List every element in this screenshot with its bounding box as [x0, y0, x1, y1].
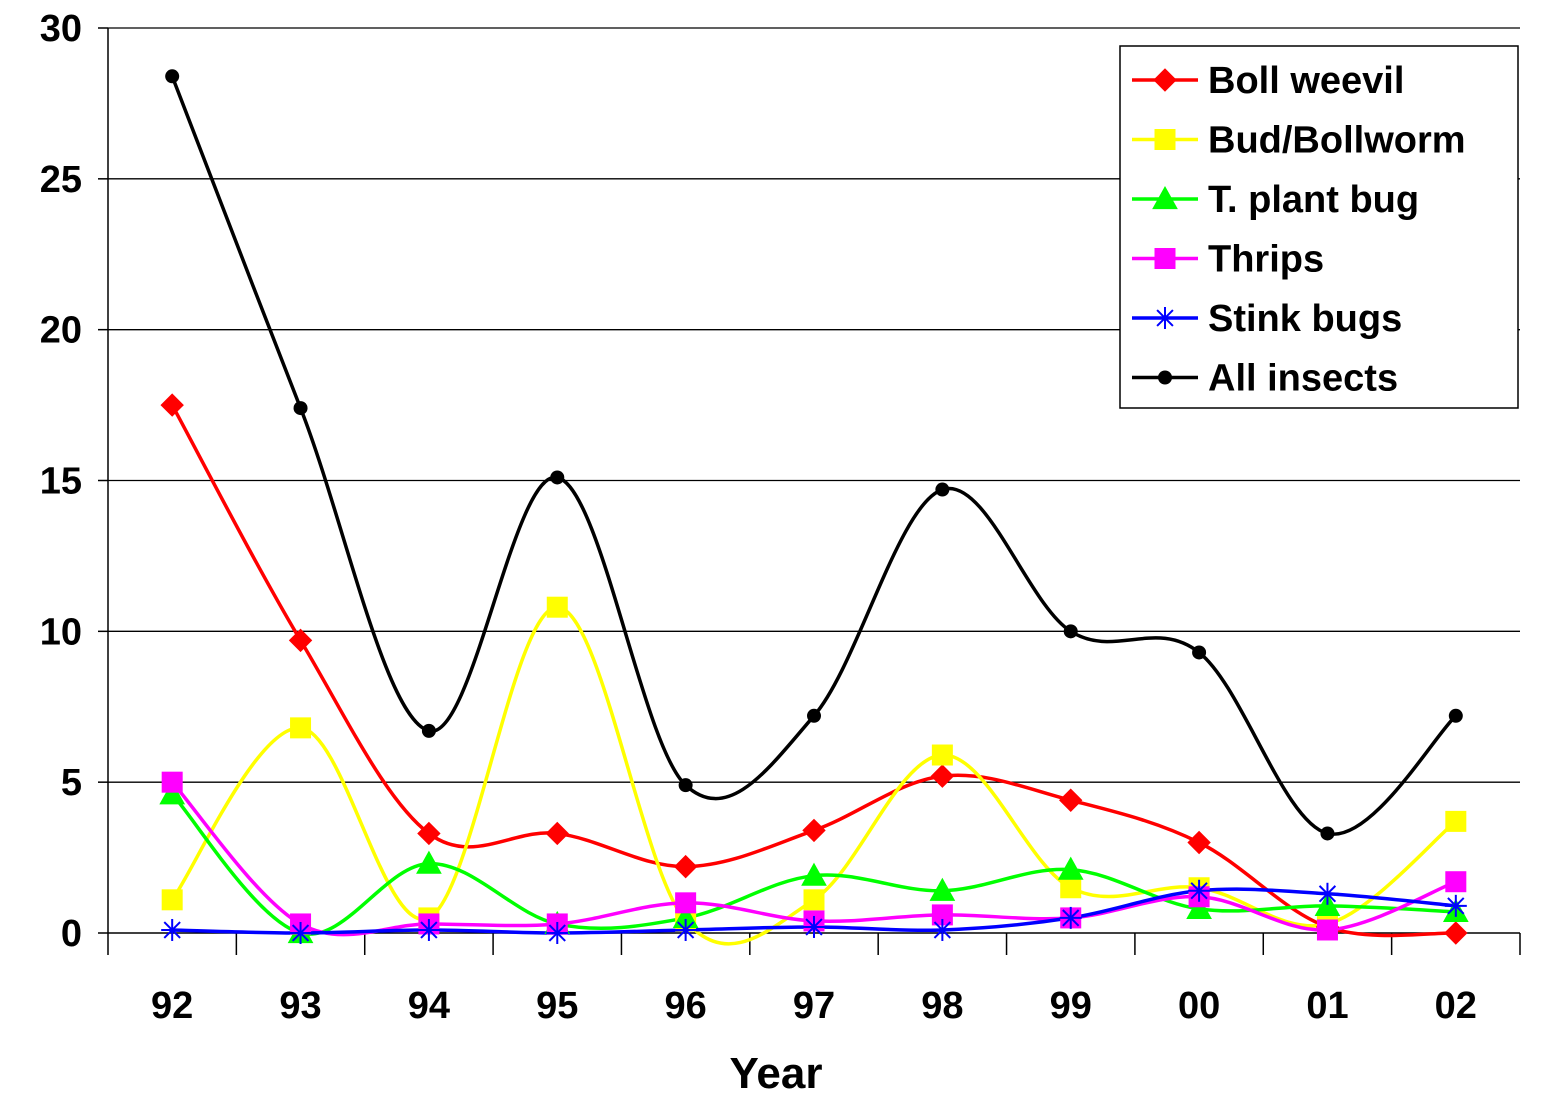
- point-boll-weevil: [160, 393, 184, 417]
- series-markers: [159, 69, 1469, 945]
- y-tick-label: 30: [40, 8, 82, 50]
- point-all-insects: [678, 778, 693, 793]
- point-all-insects: [421, 723, 436, 738]
- point-boll-weevil: [288, 628, 313, 653]
- point-stink-bugs: [803, 915, 825, 938]
- point-t-plant-bug: [929, 877, 956, 901]
- legend-marker-t-plant-bug: [1152, 185, 1178, 210]
- legend-label-all-insects: All insects: [1208, 358, 1398, 400]
- y-tick-label: 10: [40, 611, 82, 653]
- point-boll-weevil: [1059, 788, 1083, 812]
- x-tick-label: 98: [921, 985, 963, 1027]
- point-t-plant-bug: [1057, 856, 1084, 880]
- point-all-insects: [1192, 645, 1207, 660]
- point-stink-bugs: [674, 918, 697, 941]
- point-thrips: [675, 892, 697, 914]
- point-bud-bollworm: [546, 596, 568, 618]
- point-all-insects: [1320, 826, 1335, 841]
- axes: 0 5 10 15 20 25 30 92 93 94 95 96 97 98 99 00 01 02: [40, 8, 1521, 1027]
- legend: Boll weevil Bud/Bollworm T. plant bug Thrip…: [1119, 45, 1519, 409]
- point-all-insects: [550, 470, 565, 485]
- point-all-insects: [935, 482, 950, 497]
- point-bud-bollworm: [1445, 810, 1467, 832]
- legend-label-stink-bugs: Stink bugs: [1208, 298, 1402, 340]
- point-boll-weevil: [1187, 830, 1211, 855]
- point-boll-weevil: [545, 821, 569, 846]
- point-all-insects: [1448, 708, 1463, 723]
- point-t-plant-bug: [416, 850, 442, 874]
- point-t-plant-bug: [801, 862, 827, 886]
- legend-label-boll-weevil: Boll weevil: [1208, 60, 1404, 102]
- x-tick-label: 02: [1435, 985, 1477, 1027]
- point-stink-bugs: [289, 922, 312, 944]
- legend-marker-bud-bollworm: [1154, 129, 1176, 150]
- point-boll-weevil: [802, 818, 826, 843]
- series-line-t-plant-bug: [170, 793, 1456, 936]
- point-bud-bollworm: [161, 889, 183, 911]
- point-t-plant-bug: [159, 781, 186, 805]
- point-thrips: [1316, 919, 1338, 941]
- x-tick-label: 97: [793, 985, 835, 1027]
- point-t-plant-bug: [1186, 895, 1212, 919]
- y-tick-label: 5: [61, 762, 82, 804]
- y-tick-label: 0: [61, 913, 82, 955]
- legend-marker-stink-bugs: [1154, 307, 1176, 329]
- legend-label-t-plant-bug: T. plant bug: [1208, 179, 1419, 221]
- point-all-insects: [165, 69, 180, 84]
- series-line-boll-weevil: [170, 404, 1456, 938]
- y-tick-label: 20: [40, 310, 82, 352]
- legend-marker-all-insects: [1158, 370, 1172, 385]
- x-tick-label: 99: [1050, 985, 1092, 1027]
- point-bud-bollworm: [290, 717, 312, 739]
- legend-label-thrips: Thrips: [1208, 239, 1324, 281]
- point-stink-bugs: [161, 918, 184, 941]
- gridlines: [108, 27, 1520, 783]
- point-bud-bollworm: [931, 744, 953, 766]
- point-all-insects: [293, 401, 308, 416]
- x-tick-label: 01: [1306, 985, 1348, 1027]
- x-tick-label: 95: [536, 985, 578, 1027]
- point-boll-weevil: [930, 764, 955, 788]
- x-tick-label: 93: [279, 985, 321, 1027]
- point-stink-bugs: [1316, 882, 1339, 905]
- point-bud-bollworm: [803, 889, 825, 911]
- point-bud-bollworm: [1060, 877, 1082, 899]
- point-all-insects: [1063, 624, 1078, 639]
- point-stink-bugs: [1188, 879, 1211, 902]
- point-stink-bugs: [1444, 894, 1467, 917]
- point-thrips: [161, 771, 183, 793]
- x-axis-title: Year: [730, 1049, 823, 1095]
- y-tick-label: 25: [40, 159, 82, 201]
- legend-marker-boll-weevil: [1153, 68, 1177, 92]
- x-tick-label: 94: [408, 985, 450, 1027]
- x-tick-label: 96: [664, 985, 706, 1027]
- point-stink-bugs: [931, 918, 954, 941]
- x-tick-label: 00: [1178, 985, 1220, 1027]
- point-stink-bugs: [417, 918, 440, 941]
- point-all-insects: [807, 708, 821, 723]
- point-stink-bugs: [546, 922, 569, 944]
- point-boll-weevil: [417, 821, 441, 846]
- legend-label-bud-bollworm: Bud/Bollworm: [1208, 120, 1466, 162]
- series-line-all-insects: [170, 75, 1458, 836]
- point-boll-weevil: [673, 854, 698, 879]
- x-tick-label: 92: [151, 985, 193, 1027]
- legend-box: [1119, 45, 1519, 409]
- point-thrips: [1445, 871, 1467, 893]
- point-stink-bugs: [1059, 906, 1082, 929]
- point-boll-weevil: [1444, 921, 1468, 945]
- legend-marker-thrips: [1154, 248, 1176, 269]
- y-tick-label: 15: [40, 461, 82, 503]
